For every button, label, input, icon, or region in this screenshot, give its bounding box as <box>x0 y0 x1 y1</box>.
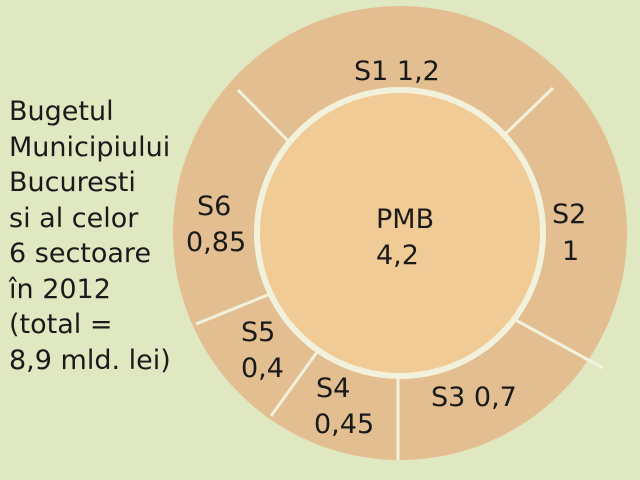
caption-line: 8,9 mld. lei) <box>9 344 171 376</box>
caption-line: Bugetul <box>9 96 114 127</box>
divider-s1-s2 <box>496 86 555 143</box>
sector-s5-name: S5 <box>241 317 275 348</box>
sector-label-s6: S6 0,85 <box>186 191 246 258</box>
divider-s5-s6 <box>195 292 271 326</box>
budget-caption: Bugetul Municipiului Bucuresti si al cel… <box>9 94 171 378</box>
caption-line: (total = <box>9 309 113 340</box>
center-value: 4,2 <box>376 240 419 271</box>
sector-s6-name: S6 <box>197 191 231 222</box>
caption-line: în 2012 <box>9 273 111 305</box>
divider-s4-s5 <box>269 347 322 417</box>
divider-s2-s3 <box>511 316 604 370</box>
caption-line: Bucuresti <box>9 167 136 198</box>
center-name: PMB <box>376 204 434 235</box>
sector-label-s4: S4 0,45 <box>314 373 374 440</box>
caption-line: Municipiului <box>9 131 171 163</box>
sector-s6-value: 0,85 <box>186 227 246 258</box>
sector-s2-name: S2 <box>552 199 586 230</box>
sector-s4-name: S4 <box>316 373 350 404</box>
center-circle <box>254 87 546 379</box>
divider-s6-s1 <box>236 88 298 151</box>
caption-line: 6 sectoare <box>9 238 152 269</box>
sector-label-s1: S1 1,2 <box>354 56 440 87</box>
sector-s2-value: 1 <box>562 236 579 267</box>
sector-label-s5: S5 0,4 <box>241 317 284 384</box>
caption-line: si al celor <box>9 202 139 234</box>
sector-label-s2: S2 1 <box>552 199 595 267</box>
sector-label-s3: S3 0,7 <box>431 382 517 413</box>
sector-s5-value: 0,4 <box>241 353 284 384</box>
center-label: PMB 4,2 <box>376 204 443 271</box>
sector-s4-value: 0,45 <box>314 409 374 440</box>
